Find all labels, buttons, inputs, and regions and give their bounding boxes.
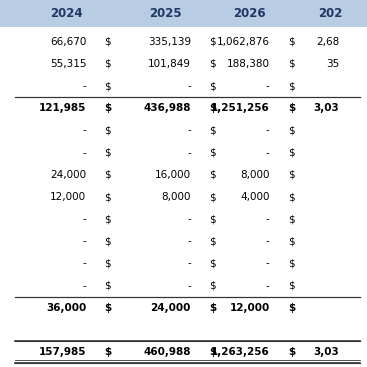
Text: 157,985: 157,985 bbox=[39, 347, 86, 357]
Text: $: $ bbox=[209, 303, 217, 313]
Text: $: $ bbox=[209, 192, 216, 202]
Text: 1,263,256: 1,263,256 bbox=[211, 347, 270, 357]
Text: 24,000: 24,000 bbox=[150, 303, 191, 313]
Text: 4,000: 4,000 bbox=[240, 192, 270, 202]
Text: 66,670: 66,670 bbox=[50, 37, 86, 47]
Text: -: - bbox=[266, 214, 270, 224]
Text: 3,03: 3,03 bbox=[314, 103, 339, 113]
Text: $: $ bbox=[105, 81, 111, 91]
Text: $: $ bbox=[209, 258, 216, 269]
Text: 55,315: 55,315 bbox=[50, 59, 86, 69]
Text: $: $ bbox=[288, 59, 295, 69]
Text: $: $ bbox=[288, 236, 295, 246]
Text: $: $ bbox=[105, 303, 112, 313]
Text: -: - bbox=[187, 214, 191, 224]
Text: -: - bbox=[266, 81, 270, 91]
Text: $: $ bbox=[288, 126, 295, 135]
Text: 12,000: 12,000 bbox=[229, 303, 270, 313]
Text: 8,000: 8,000 bbox=[240, 170, 270, 180]
Text: $: $ bbox=[209, 103, 217, 113]
Text: $: $ bbox=[105, 236, 111, 246]
Text: 16,000: 16,000 bbox=[155, 170, 191, 180]
Text: $: $ bbox=[209, 59, 216, 69]
Text: -: - bbox=[187, 126, 191, 135]
Text: -: - bbox=[266, 236, 270, 246]
Text: -: - bbox=[83, 81, 86, 91]
Text: $: $ bbox=[209, 281, 216, 291]
Text: $: $ bbox=[105, 59, 111, 69]
Text: 101,849: 101,849 bbox=[148, 59, 191, 69]
Text: 121,985: 121,985 bbox=[39, 103, 86, 113]
Text: 2026: 2026 bbox=[233, 7, 266, 20]
Text: -: - bbox=[83, 126, 86, 135]
Text: -: - bbox=[187, 258, 191, 269]
Text: -: - bbox=[266, 258, 270, 269]
Text: $: $ bbox=[288, 81, 295, 91]
Text: $: $ bbox=[288, 281, 295, 291]
Text: -: - bbox=[266, 281, 270, 291]
Text: 36,000: 36,000 bbox=[46, 303, 86, 313]
Text: 335,139: 335,139 bbox=[148, 37, 191, 47]
Text: $: $ bbox=[288, 37, 295, 47]
Text: $: $ bbox=[209, 347, 217, 357]
Text: 202: 202 bbox=[318, 7, 342, 20]
Text: -: - bbox=[83, 214, 86, 224]
Text: $: $ bbox=[105, 214, 111, 224]
Text: $: $ bbox=[209, 214, 216, 224]
Text: 2025: 2025 bbox=[149, 7, 181, 20]
Bar bbox=[0, 0, 367, 27]
Text: $: $ bbox=[288, 347, 295, 357]
Text: -: - bbox=[187, 148, 191, 158]
Text: -: - bbox=[266, 126, 270, 135]
Text: 188,380: 188,380 bbox=[227, 59, 270, 69]
Text: 1,062,876: 1,062,876 bbox=[217, 37, 270, 47]
Text: $: $ bbox=[288, 170, 295, 180]
Text: $: $ bbox=[105, 192, 111, 202]
Text: $: $ bbox=[105, 258, 111, 269]
Text: $: $ bbox=[288, 303, 295, 313]
Text: -: - bbox=[83, 258, 86, 269]
Text: 460,988: 460,988 bbox=[143, 347, 191, 357]
Text: 8,000: 8,000 bbox=[161, 192, 191, 202]
Text: -: - bbox=[187, 81, 191, 91]
Text: $: $ bbox=[209, 81, 216, 91]
Text: -: - bbox=[83, 148, 86, 158]
Text: -: - bbox=[187, 236, 191, 246]
Text: $: $ bbox=[209, 170, 216, 180]
Text: $: $ bbox=[209, 148, 216, 158]
Text: $: $ bbox=[209, 126, 216, 135]
Text: $: $ bbox=[209, 37, 216, 47]
Text: 3,03: 3,03 bbox=[314, 347, 339, 357]
Text: $: $ bbox=[105, 347, 112, 357]
Text: -: - bbox=[83, 281, 86, 291]
Text: $: $ bbox=[105, 170, 111, 180]
Text: 2024: 2024 bbox=[50, 7, 82, 20]
Text: 35: 35 bbox=[326, 59, 339, 69]
Text: 12,000: 12,000 bbox=[50, 192, 86, 202]
Text: $: $ bbox=[288, 148, 295, 158]
Text: -: - bbox=[266, 148, 270, 158]
Text: $: $ bbox=[288, 214, 295, 224]
Text: $: $ bbox=[105, 103, 112, 113]
Text: $: $ bbox=[105, 37, 111, 47]
Text: -: - bbox=[83, 236, 86, 246]
Text: $: $ bbox=[288, 103, 295, 113]
Text: 2,68: 2,68 bbox=[316, 37, 339, 47]
Text: $: $ bbox=[288, 192, 295, 202]
Text: -: - bbox=[187, 281, 191, 291]
Text: $: $ bbox=[105, 148, 111, 158]
Text: 1,251,256: 1,251,256 bbox=[211, 103, 270, 113]
Text: $: $ bbox=[288, 258, 295, 269]
Text: $: $ bbox=[105, 281, 111, 291]
Text: $: $ bbox=[209, 236, 216, 246]
Text: $: $ bbox=[105, 126, 111, 135]
Text: 24,000: 24,000 bbox=[50, 170, 86, 180]
Text: 436,988: 436,988 bbox=[143, 103, 191, 113]
